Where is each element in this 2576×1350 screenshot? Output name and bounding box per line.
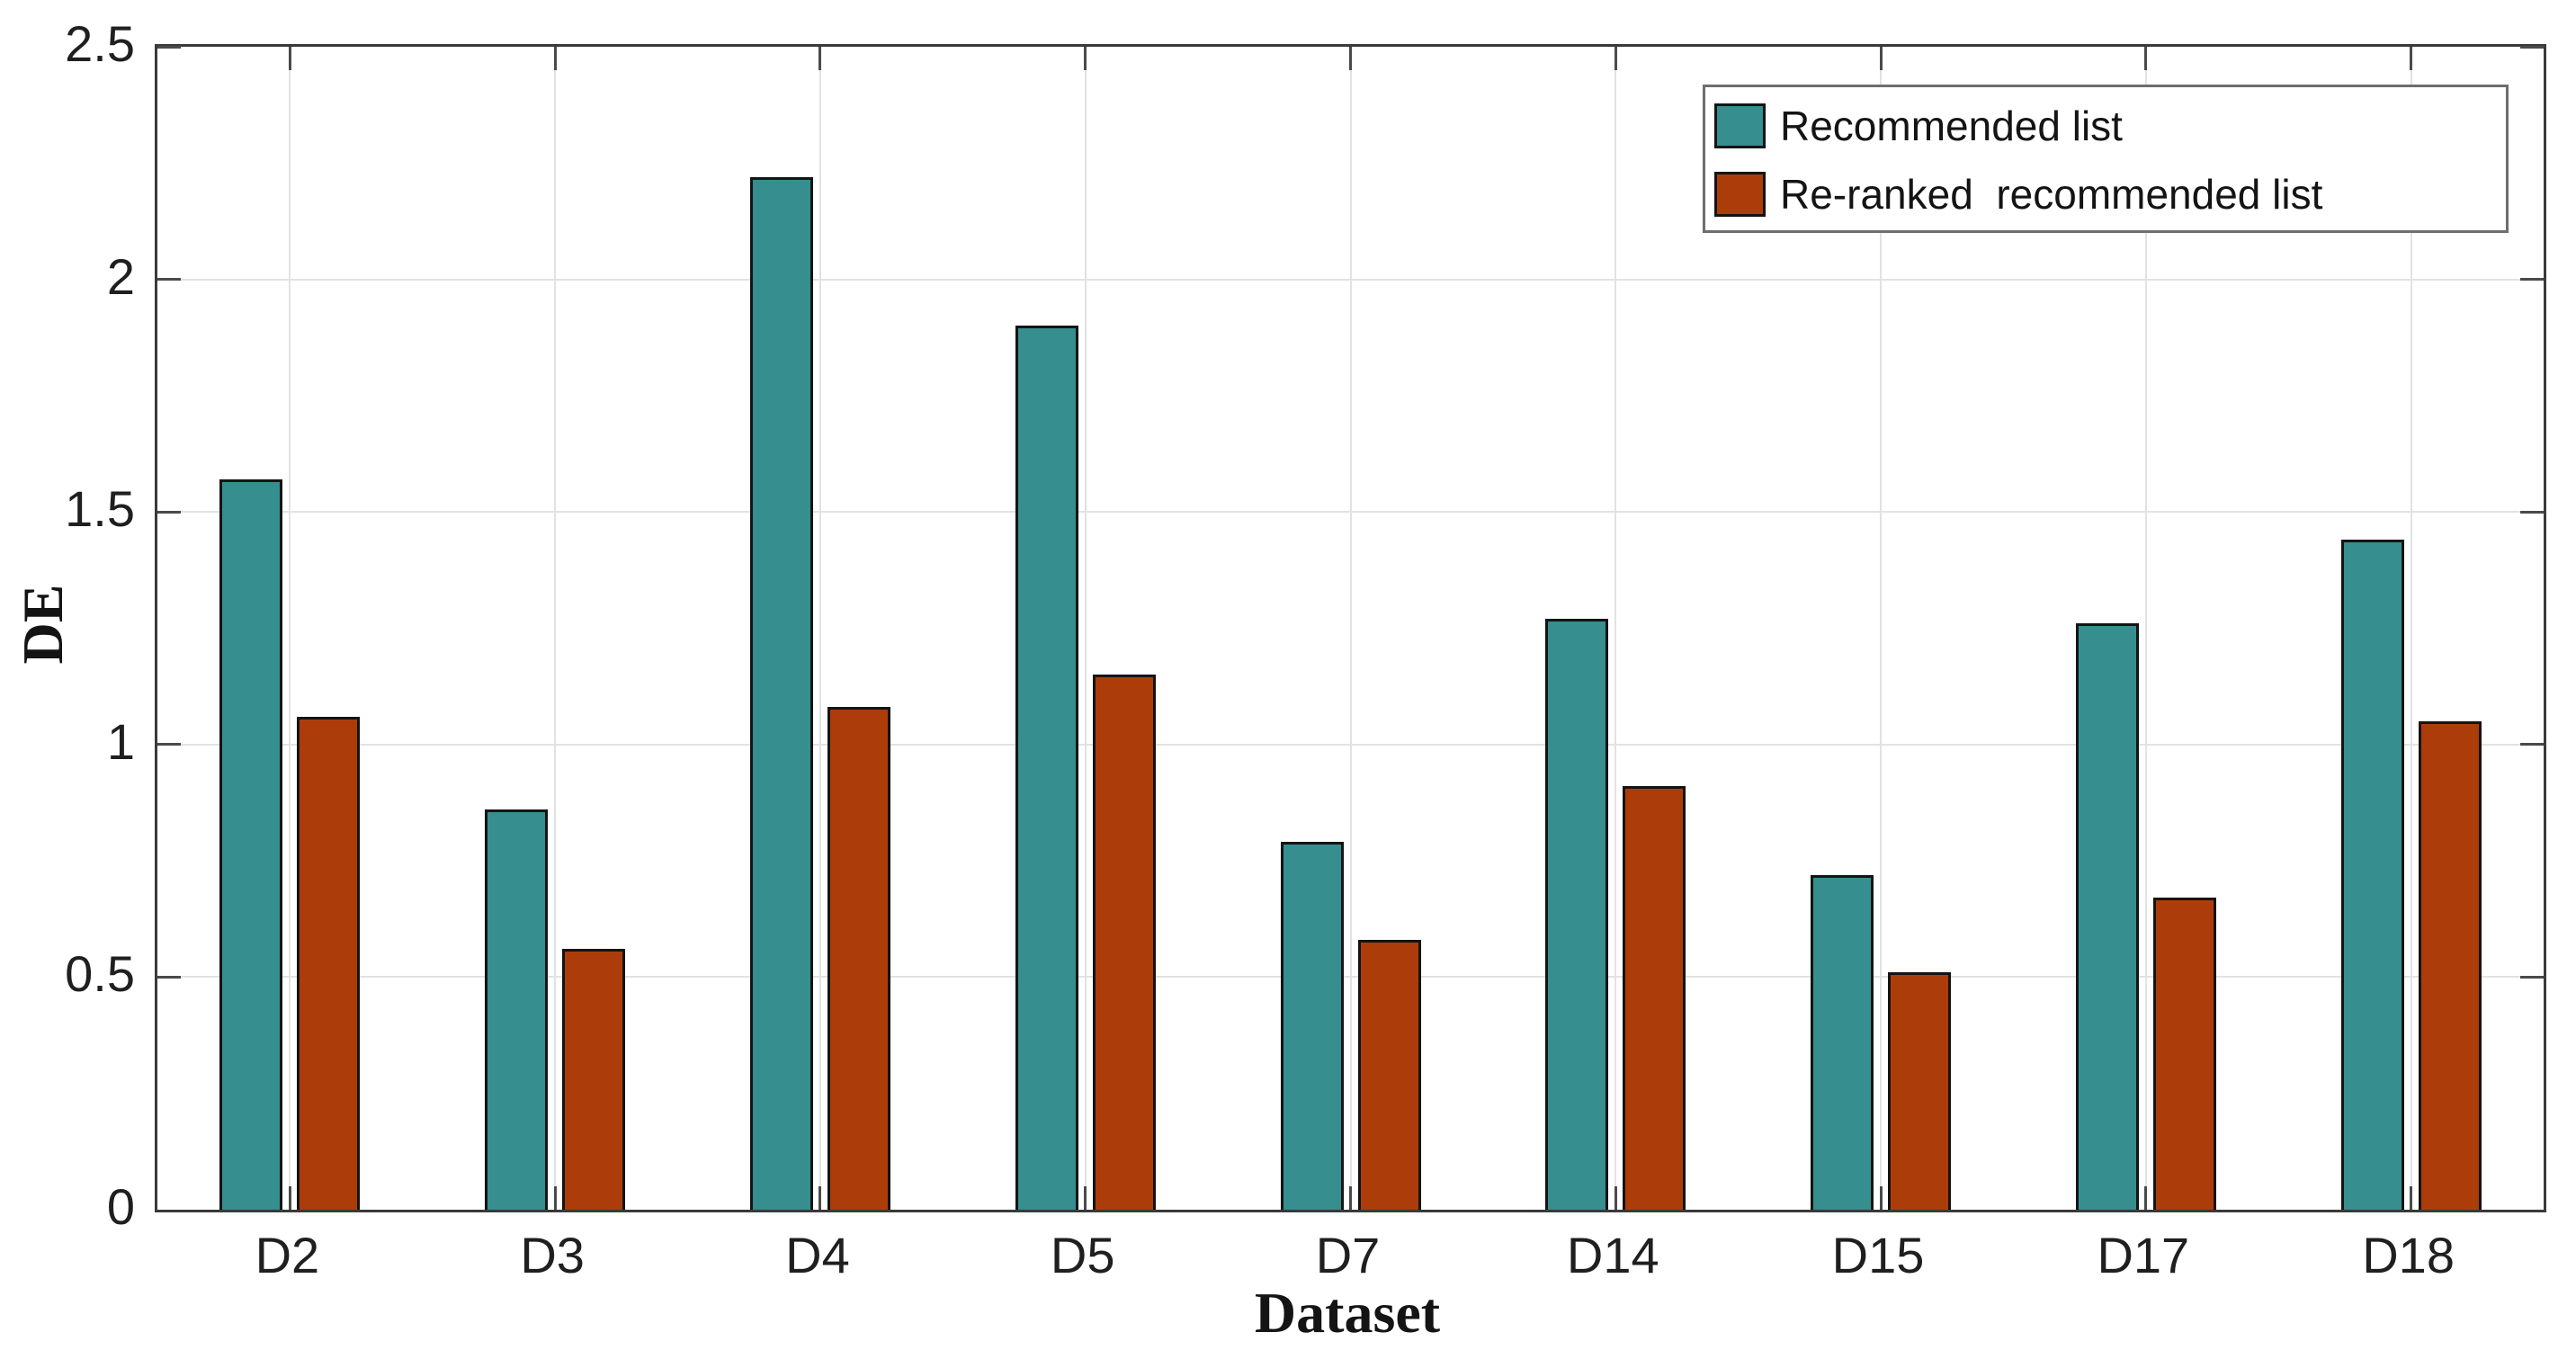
y-tick-label-1.5: 1.5 <box>65 480 135 538</box>
bar-D14-series-0 <box>1545 619 1609 1210</box>
x-tick-label-D7: D7 <box>1315 1227 1381 1283</box>
top-tick-D7 <box>1349 47 1352 70</box>
top-tick-D14 <box>1614 47 1617 70</box>
legend-swatch-0 <box>1714 103 1766 148</box>
x-tick-label-D5: D5 <box>1050 1227 1115 1283</box>
x-tick-label-D3: D3 <box>520 1227 585 1283</box>
y-tick-label-0: 0 <box>106 1178 135 1235</box>
bottom-tick-D4 <box>818 1186 822 1210</box>
bar-D3-series-0 <box>485 809 549 1210</box>
bar-D2-series-0 <box>219 479 283 1210</box>
left-tick-1 <box>157 743 181 747</box>
bottom-tick-D2 <box>288 1186 291 1210</box>
bar-D2-series-1 <box>297 716 361 1210</box>
bottom-tick-D14 <box>1614 1186 1617 1210</box>
gridline-x-D4 <box>818 47 821 1210</box>
left-tick-2 <box>157 278 181 282</box>
left-tick-1.5 <box>157 510 181 514</box>
top-tick-D15 <box>1879 47 1883 70</box>
x-tick-label-D4: D4 <box>785 1227 850 1283</box>
top-tick-D2 <box>288 47 291 70</box>
bottom-tick-D3 <box>553 1186 557 1210</box>
bar-D15-series-0 <box>1811 874 1874 1210</box>
bar-D7-series-1 <box>1357 940 1421 1210</box>
bar-D18-series-1 <box>2418 720 2482 1210</box>
bottom-tick-D7 <box>1349 1186 1352 1210</box>
left-tick-2.5 <box>157 45 181 49</box>
bottom-tick-D18 <box>2410 1186 2413 1210</box>
bar-D14-series-1 <box>1623 786 1686 1210</box>
y-tick-label-1: 1 <box>106 712 135 770</box>
legend-box: Recommended list Re-ranked recommended li… <box>1703 85 2509 233</box>
bar-D17-series-0 <box>2075 623 2139 1210</box>
y-tick-label-2: 2 <box>106 247 135 305</box>
legend-item-0: Recommended list <box>1714 101 2123 151</box>
bar-D5-series-0 <box>1015 326 1078 1210</box>
legend-item-1: Re-ranked recommended list <box>1714 169 2322 219</box>
gridline-x-D18 <box>2410 47 2412 1210</box>
top-tick-D17 <box>2144 47 2148 70</box>
x-tick-label-D14: D14 <box>1566 1227 1659 1283</box>
legend-label-0: Recommended list <box>1780 103 2123 149</box>
bar-D5-series-1 <box>1092 675 1156 1210</box>
x-tick-label-D17: D17 <box>2097 1227 2190 1283</box>
top-tick-D18 <box>2410 47 2413 70</box>
bar-D4-series-1 <box>827 707 890 1210</box>
bottom-tick-D17 <box>2144 1186 2148 1210</box>
bar-D3-series-1 <box>562 949 626 1210</box>
right-tick-2 <box>2520 278 2544 282</box>
gridline-x-D2 <box>289 47 291 1210</box>
bar-D4-series-0 <box>749 176 813 1210</box>
gridline-x-D7 <box>1349 47 1352 1210</box>
x-axis-label: Dataset <box>1254 1281 1441 1345</box>
right-tick-1 <box>2520 743 2544 747</box>
bar-D18-series-0 <box>2340 540 2404 1210</box>
bar-D15-series-1 <box>1888 972 1952 1210</box>
right-tick-0.5 <box>2520 975 2544 979</box>
left-tick-0.5 <box>157 975 181 979</box>
bottom-tick-D5 <box>1084 1186 1087 1210</box>
top-tick-D5 <box>1084 47 1087 70</box>
x-tick-label-D18: D18 <box>2362 1227 2455 1283</box>
gridline-x-D3 <box>554 47 557 1210</box>
x-tick-label-D2: D2 <box>255 1227 320 1283</box>
legend-swatch-1 <box>1714 172 1766 217</box>
bar-D7-series-0 <box>1280 842 1344 1210</box>
right-tick-2.5 <box>2520 45 2544 49</box>
y-tick-label-2.5: 2.5 <box>65 15 135 72</box>
bottom-tick-D15 <box>1879 1186 1883 1210</box>
gridline-x-D17 <box>2144 47 2147 1210</box>
x-tick-label-D15: D15 <box>1831 1227 1925 1283</box>
top-tick-D3 <box>553 47 557 70</box>
gridline-x-D15 <box>1880 47 1883 1210</box>
bar-D17-series-1 <box>2152 898 2216 1210</box>
top-tick-D4 <box>818 47 822 70</box>
gridline-x-D5 <box>1084 47 1087 1210</box>
legend-label-1: Re-ranked recommended list <box>1780 171 2323 218</box>
plot-area: Recommended list Re-ranked recommended li… <box>155 44 2546 1212</box>
y-tick-label-0.5: 0.5 <box>65 945 135 1003</box>
right-tick-1.5 <box>2520 510 2544 514</box>
gridline-x-D14 <box>1614 47 1617 1210</box>
y-axis-label: DE <box>11 584 75 665</box>
